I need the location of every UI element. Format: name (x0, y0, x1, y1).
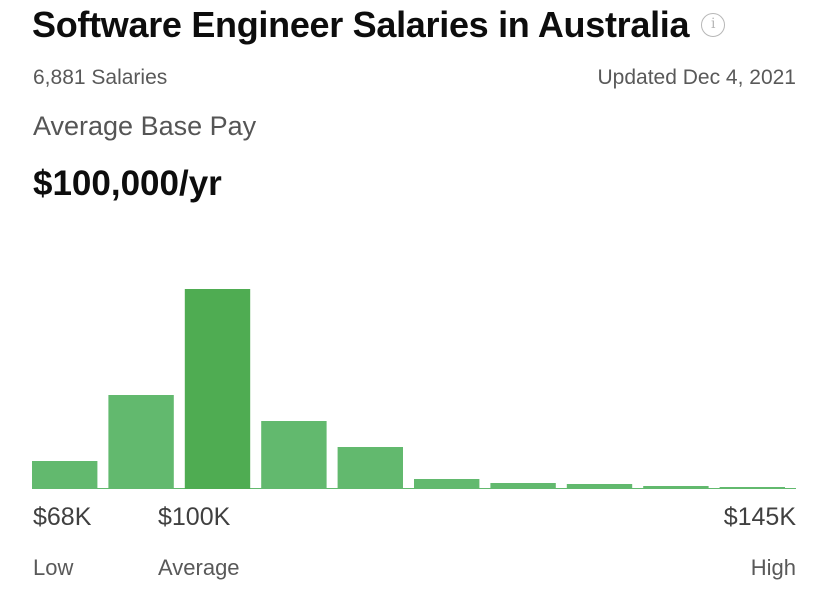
axis-average-value: $100K (158, 503, 231, 531)
axis-low-label: Low (33, 555, 74, 580)
page-title: Software Engineer Salaries in Australia (32, 4, 690, 45)
histogram-bar-7 (490, 483, 556, 489)
updated-date: Updated Dec 4, 2021 (597, 66, 796, 89)
histogram-bar-5 (337, 447, 403, 489)
axis-average-label: Average (158, 555, 240, 580)
axis-high-label: High (750, 555, 796, 580)
histogram-bar-2 (108, 395, 174, 489)
average-base-pay-label: Average Base Pay (33, 111, 257, 141)
salary-count: 6,881 Salaries (33, 66, 168, 89)
average-base-pay-value: $100,000/yr (33, 164, 222, 203)
histogram-bar-8 (566, 484, 633, 489)
histogram-bar-4 (261, 421, 327, 489)
histogram-bar-9 (643, 486, 709, 489)
histogram-bar-10 (719, 487, 785, 489)
axis-low-value: $68K (33, 503, 92, 531)
histogram-bar-3 (184, 289, 251, 489)
info-icon[interactable]: i (701, 13, 726, 37)
axis-high-value: $145K (723, 503, 796, 531)
histogram-bar-1 (32, 461, 98, 489)
histogram-bar-6 (414, 479, 480, 489)
title-row: Software Engineer Salaries in Australia … (32, 2, 726, 48)
